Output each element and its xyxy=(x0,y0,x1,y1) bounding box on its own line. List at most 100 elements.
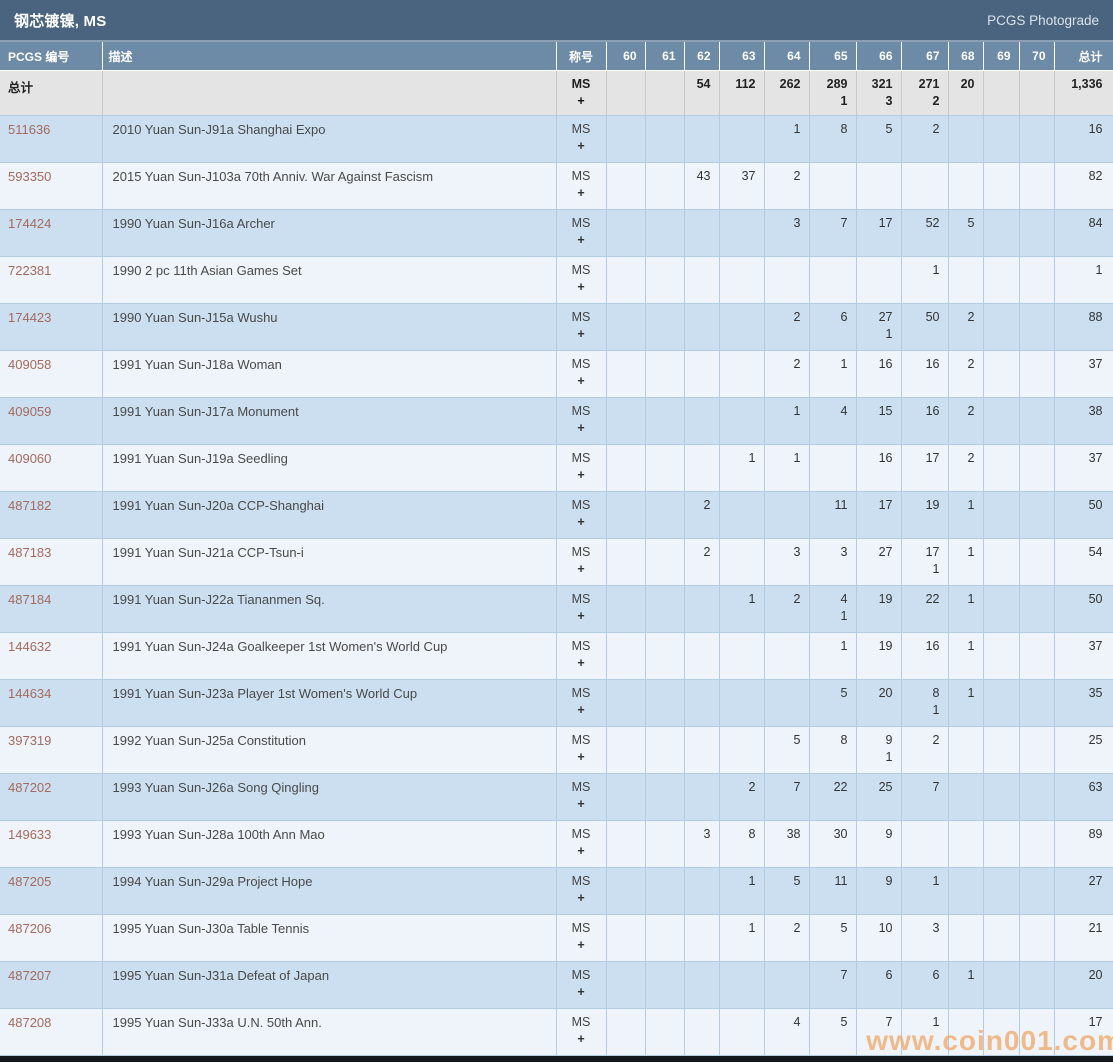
total-cell: 27 xyxy=(1054,867,1113,915)
pcgs-number[interactable]: 722381 xyxy=(0,256,103,304)
column-header-total: 总计 xyxy=(1054,42,1113,71)
grade-64-cell: 2 xyxy=(764,350,810,398)
table-row: 487206 1995 Yuan Sun-J30a Table Tennis MS +… xyxy=(0,914,1113,962)
grade-70-cell xyxy=(1019,867,1055,915)
totals-label: 总计 xyxy=(0,70,103,116)
description-cell: 1991 Yuan Sun-J19a Seedling xyxy=(102,444,557,492)
pcgs-number[interactable]: 487184 xyxy=(0,585,103,633)
grade-65-cell xyxy=(809,256,857,304)
grade-61-cell xyxy=(645,679,685,727)
pcgs-number[interactable]: 144634 xyxy=(0,679,103,727)
grade-66-cell: 19 xyxy=(856,585,902,633)
grade-65-cell xyxy=(809,162,857,210)
pcgs-number[interactable]: 409059 xyxy=(0,397,103,445)
table-row: 487184 1991 Yuan Sun-J22a Tiananmen Sq. MS… xyxy=(0,585,1113,633)
table-row: 487208 1995 Yuan Sun-J33a U.N. 50th Ann. M… xyxy=(0,1008,1113,1056)
pcgs-number[interactable]: 174423 xyxy=(0,303,103,351)
grade-66-cell: 25 xyxy=(856,773,902,821)
grade-64-cell: 3 xyxy=(764,538,810,586)
grade-65-cell: 1 xyxy=(809,350,857,398)
designation-cell: MS + xyxy=(556,726,607,774)
pcgs-number[interactable]: 487183 xyxy=(0,538,103,586)
pcgs-number[interactable]: 487206 xyxy=(0,914,103,962)
total-cell: 84 xyxy=(1054,209,1113,257)
pcgs-number[interactable]: 397319 xyxy=(0,726,103,774)
grade-70-cell xyxy=(1019,914,1055,962)
grade-63-cell: 1 xyxy=(719,914,765,962)
total-cell: 25 xyxy=(1054,726,1113,774)
grade-62-cell xyxy=(684,632,720,680)
page-title: 钢芯镀镍, MS xyxy=(14,12,107,30)
grade-61-cell xyxy=(645,820,685,868)
description-cell: 1990 Yuan Sun-J15a Wushu xyxy=(102,303,557,351)
grade-64-cell: 2 xyxy=(764,162,810,210)
grade-62-cell: 2 xyxy=(684,491,720,539)
photograde-link[interactable]: PCGS Photograde xyxy=(987,12,1099,28)
grade-64-cell xyxy=(764,679,810,727)
total-cell: 1 xyxy=(1054,256,1113,304)
description-cell: 1993 Yuan Sun-J26a Song Qingling xyxy=(102,773,557,821)
pcgs-number[interactable]: 409060 xyxy=(0,444,103,492)
grade-62-cell xyxy=(684,961,720,1009)
grade-70-cell xyxy=(1019,820,1055,868)
grade-68-cell: 1 xyxy=(948,491,984,539)
grade-68-cell xyxy=(948,820,984,868)
grade-64-cell: 4 xyxy=(764,1008,810,1056)
grade-62-cell xyxy=(684,867,720,915)
description-cell: 1995 Yuan Sun-J31a Defeat of Japan xyxy=(102,961,557,1009)
pcgs-number[interactable]: 487182 xyxy=(0,491,103,539)
grade-66-cell: 20 xyxy=(856,679,902,727)
grade-65-cell: 11 xyxy=(809,867,857,915)
grade-67-cell: 52 xyxy=(901,209,949,257)
designation-cell: MS + xyxy=(556,209,607,257)
pcgs-number[interactable]: 593350 xyxy=(0,162,103,210)
total-cell: 16 xyxy=(1054,115,1113,163)
grade-67-cell: 2 xyxy=(901,115,949,163)
grade-64-cell xyxy=(764,632,810,680)
grade-68-cell: 1 xyxy=(948,538,984,586)
grade-60-cell xyxy=(606,867,646,915)
grade-65-cell: 11 xyxy=(809,491,857,539)
grade-63-cell xyxy=(719,1008,765,1056)
pcgs-number[interactable]: 487202 xyxy=(0,773,103,821)
grade-63-cell: 1 xyxy=(719,585,765,633)
grade-62-cell xyxy=(684,773,720,821)
grade-62-cell: 2 xyxy=(684,538,720,586)
grade-60-cell xyxy=(606,303,646,351)
grade-66-cell xyxy=(856,162,902,210)
column-header-designation: 称号 xyxy=(556,42,607,71)
grade-69-cell xyxy=(983,162,1020,210)
column-header-grade-62: 62 xyxy=(684,42,720,71)
grade-68-cell xyxy=(948,162,984,210)
total-cell: 38 xyxy=(1054,397,1113,445)
table-row: 149633 1993 Yuan Sun-J28a 100th Ann Mao MS… xyxy=(0,820,1113,868)
grade-62-cell xyxy=(684,726,720,774)
pcgs-number[interactable]: 409058 xyxy=(0,350,103,398)
pcgs-number[interactable]: 487208 xyxy=(0,1008,103,1056)
grade-70-cell xyxy=(1019,585,1055,633)
grade-61-cell xyxy=(645,303,685,351)
grade-64-cell: 2 xyxy=(764,585,810,633)
grade-64-cell: 262 xyxy=(764,70,810,116)
grade-63-cell: 8 xyxy=(719,820,765,868)
population-table: PCGS 编号 描述 称号 60 61 62 63 64 65 66 67 68 69 70 总计 总… xyxy=(0,42,1113,1056)
grade-68-cell: 2 xyxy=(948,397,984,445)
designation-cell: MS + xyxy=(556,538,607,586)
pcgs-number[interactable]: 174424 xyxy=(0,209,103,257)
table-row: 409058 1991 Yuan Sun-J18a Woman MS +2 1 16 16 2… xyxy=(0,350,1113,398)
grade-68-cell xyxy=(948,115,984,163)
pcgs-number[interactable]: 487207 xyxy=(0,961,103,1009)
grade-67-cell: 50 xyxy=(901,303,949,351)
grade-69-cell xyxy=(983,70,1020,116)
pcgs-number[interactable]: 487205 xyxy=(0,867,103,915)
grade-62-cell xyxy=(684,914,720,962)
grade-67-cell: 1 xyxy=(901,867,949,915)
pcgs-number[interactable]: 149633 xyxy=(0,820,103,868)
pcgs-number[interactable]: 511636 xyxy=(0,115,103,163)
pcgs-number[interactable]: 144632 xyxy=(0,632,103,680)
grade-64-cell xyxy=(764,491,810,539)
grade-63-cell: 37 xyxy=(719,162,765,210)
grade-61-cell xyxy=(645,162,685,210)
